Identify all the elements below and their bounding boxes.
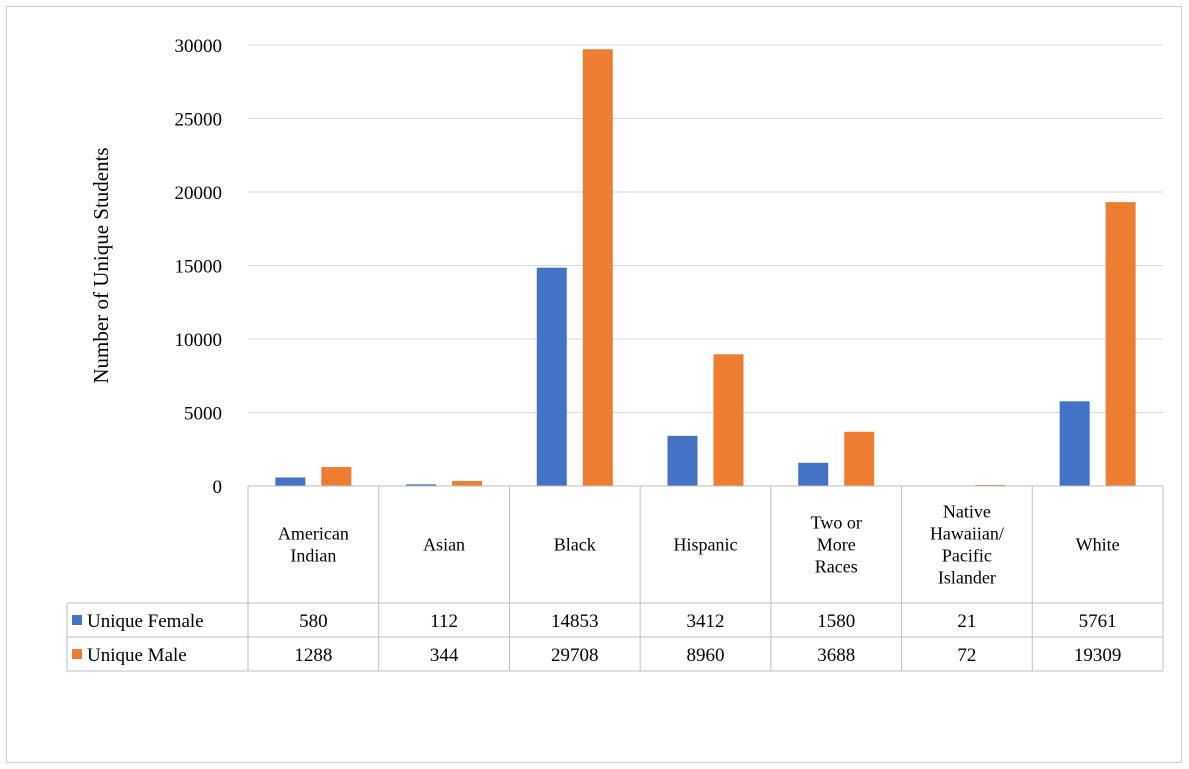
bar-unique-female: [667, 435, 698, 486]
x-category-label: Two or: [811, 513, 862, 533]
data-table-value: 3688: [817, 645, 855, 666]
bar-unique-male: [844, 431, 875, 486]
bar-unique-male: [321, 467, 352, 486]
x-category-label: Races: [815, 557, 858, 577]
legend-swatch: [72, 615, 82, 625]
y-tick-label: 25000: [175, 110, 223, 131]
bar-unique-male: [974, 484, 1005, 486]
x-category-label: American: [278, 524, 349, 544]
x-category-label: Pacific: [942, 546, 992, 566]
bar-unique-male: [1105, 202, 1136, 486]
x-category-label: More: [817, 535, 856, 555]
data-table-value: 112: [430, 611, 458, 632]
y-axis-label: Number of Unique Students: [89, 147, 113, 383]
chart-frame: [6, 6, 1182, 763]
x-category-label: Islander: [938, 568, 996, 588]
x-category-label: Asian: [423, 535, 465, 555]
x-category-label: White: [1076, 535, 1120, 555]
x-category-label: Indian: [290, 546, 336, 566]
y-tick-label: 15000: [175, 257, 223, 278]
data-table-value: 21: [957, 611, 976, 632]
data-table-value: 19309: [1074, 645, 1122, 666]
data-table-value: 72: [957, 645, 976, 666]
x-category-label: Black: [554, 535, 596, 555]
data-table-value: 8960: [687, 645, 725, 666]
legend-label: Unique Male: [87, 645, 187, 666]
data-table-value: 1288: [294, 645, 332, 666]
data-table-value: 14853: [551, 611, 599, 632]
data-table-value: 5761: [1079, 611, 1117, 632]
bar-unique-female: [798, 462, 829, 486]
y-tick-label: 10000: [175, 330, 223, 351]
data-table-value: 3412: [687, 611, 725, 632]
bar-unique-female: [275, 477, 306, 486]
data-table-value: 344: [430, 645, 459, 666]
y-tick-label: 0: [213, 477, 223, 498]
y-tick-label: 30000: [175, 36, 223, 57]
data-table-value: 29708: [551, 645, 599, 666]
y-tick-label: 5000: [184, 404, 222, 425]
data-table-value: 1580: [817, 611, 855, 632]
legend-swatch: [72, 649, 82, 659]
data-table-value: 580: [299, 611, 328, 632]
x-category-label: Hispanic: [674, 535, 738, 555]
bar-unique-female: [1059, 401, 1090, 486]
bar-unique-male: [713, 354, 744, 486]
bar-unique-female: [536, 267, 567, 486]
x-category-label: Native: [943, 502, 991, 522]
legend-label: Unique Female: [87, 611, 204, 632]
bar-unique-female: [406, 484, 437, 486]
bar-unique-male: [582, 49, 613, 487]
bar-unique-male: [452, 480, 483, 486]
y-tick-label: 20000: [175, 183, 223, 204]
x-category-label: Hawaiian/: [930, 524, 1004, 544]
